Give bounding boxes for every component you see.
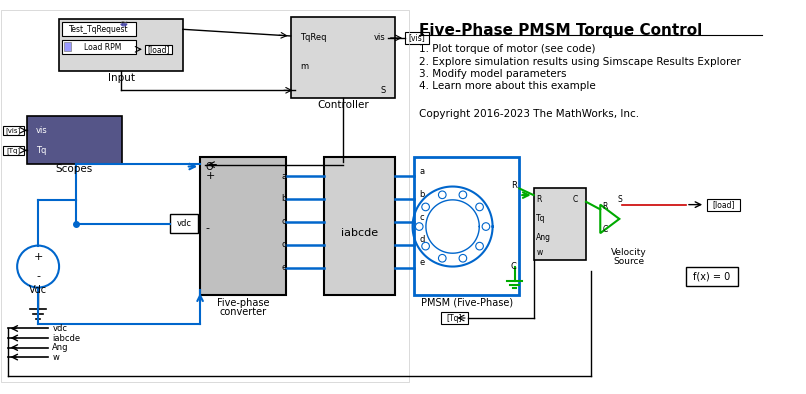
Text: R: R	[511, 181, 517, 190]
Text: [load]: [load]	[147, 45, 169, 54]
Text: c: c	[419, 212, 424, 221]
Circle shape	[459, 191, 467, 199]
Circle shape	[476, 242, 484, 250]
Text: +: +	[206, 171, 215, 181]
Text: w: w	[537, 248, 542, 257]
FancyBboxPatch shape	[200, 157, 286, 295]
FancyBboxPatch shape	[534, 188, 586, 260]
Text: iabcde: iabcde	[341, 228, 378, 238]
Text: O: O	[206, 162, 214, 171]
FancyBboxPatch shape	[27, 116, 122, 164]
Text: Vdc: Vdc	[29, 285, 48, 296]
Text: TqReq: TqReq	[300, 33, 326, 43]
FancyBboxPatch shape	[3, 145, 24, 155]
Text: C: C	[573, 195, 579, 204]
Text: a: a	[281, 171, 286, 180]
Text: Source: Source	[613, 257, 645, 266]
FancyBboxPatch shape	[64, 42, 72, 51]
Circle shape	[17, 245, 59, 288]
Text: Test_TqRequest: Test_TqRequest	[69, 25, 129, 34]
Text: [Tq]: [Tq]	[447, 314, 462, 323]
Text: Controller: Controller	[317, 100, 369, 110]
Text: d: d	[419, 235, 425, 244]
Circle shape	[415, 223, 423, 230]
Text: e: e	[419, 258, 425, 267]
Text: Input: Input	[107, 73, 135, 83]
Text: +: +	[33, 252, 43, 262]
Text: PMSM (Five-Phase): PMSM (Five-Phase)	[421, 298, 513, 308]
Text: vdc: vdc	[177, 219, 191, 228]
FancyBboxPatch shape	[324, 157, 396, 295]
Circle shape	[422, 203, 430, 211]
FancyBboxPatch shape	[62, 22, 136, 36]
Text: iabcde: iabcde	[52, 333, 81, 342]
Polygon shape	[600, 204, 619, 233]
FancyBboxPatch shape	[414, 157, 519, 295]
Circle shape	[438, 191, 446, 199]
Text: Load RPM: Load RPM	[84, 43, 122, 52]
Circle shape	[476, 203, 484, 211]
Text: f(x) = 0: f(x) = 0	[693, 271, 730, 281]
Text: vdc: vdc	[52, 324, 68, 333]
FancyBboxPatch shape	[686, 267, 738, 286]
Text: Ang: Ang	[537, 234, 551, 242]
Text: e: e	[281, 263, 286, 272]
Text: [vis]: [vis]	[6, 127, 21, 134]
Text: Tq: Tq	[537, 214, 546, 223]
FancyBboxPatch shape	[291, 17, 396, 98]
Text: Velocity: Velocity	[611, 248, 646, 257]
Text: b: b	[419, 190, 425, 199]
Text: vis: vis	[374, 33, 386, 43]
Text: C: C	[602, 225, 608, 234]
FancyBboxPatch shape	[59, 19, 183, 71]
Text: 3. Modify model parameters: 3. Modify model parameters	[419, 69, 567, 79]
Text: S: S	[380, 86, 386, 95]
Circle shape	[459, 255, 467, 262]
Text: -: -	[206, 223, 210, 233]
Text: R: R	[537, 195, 542, 204]
Circle shape	[438, 255, 446, 262]
Text: 4. Learn more about this example: 4. Learn more about this example	[419, 82, 596, 91]
Text: C: C	[511, 262, 517, 271]
Text: R: R	[602, 202, 608, 211]
FancyBboxPatch shape	[62, 40, 136, 54]
Text: c: c	[281, 217, 285, 226]
Circle shape	[422, 242, 430, 250]
FancyBboxPatch shape	[405, 32, 429, 44]
Text: m: m	[300, 62, 308, 71]
Text: Five-Phase PMSM Torque Control: Five-Phase PMSM Torque Control	[419, 23, 703, 38]
FancyBboxPatch shape	[145, 45, 172, 54]
Text: vis: vis	[36, 126, 48, 135]
Text: -: -	[36, 271, 40, 281]
Text: Copyright 2016-2023 The MathWorks, Inc.: Copyright 2016-2023 The MathWorks, Inc.	[419, 109, 639, 119]
Text: d: d	[281, 240, 286, 249]
Text: 1. Plot torque of motor (see code): 1. Plot torque of motor (see code)	[419, 44, 596, 54]
Text: Five-phase: Five-phase	[217, 298, 269, 308]
Text: converter: converter	[219, 307, 267, 317]
FancyBboxPatch shape	[169, 214, 198, 233]
FancyBboxPatch shape	[441, 312, 467, 324]
FancyBboxPatch shape	[707, 199, 741, 211]
Text: 2. Explore simulation results using Simscape Results Explorer: 2. Explore simulation results using Sims…	[419, 57, 741, 67]
Text: b: b	[281, 194, 286, 203]
FancyBboxPatch shape	[3, 126, 24, 135]
Text: Scopes: Scopes	[56, 164, 93, 175]
Text: [load]: [load]	[712, 200, 734, 209]
Circle shape	[482, 223, 490, 230]
Text: S: S	[617, 195, 622, 204]
Text: a: a	[419, 167, 424, 176]
Text: w: w	[52, 353, 60, 362]
Text: [Tq]: [Tq]	[6, 147, 20, 154]
Text: Tq: Tq	[36, 146, 47, 155]
Text: ≈: ≈	[120, 18, 128, 28]
Text: [vis]: [vis]	[408, 33, 425, 43]
Text: Ang: Ang	[52, 343, 69, 352]
